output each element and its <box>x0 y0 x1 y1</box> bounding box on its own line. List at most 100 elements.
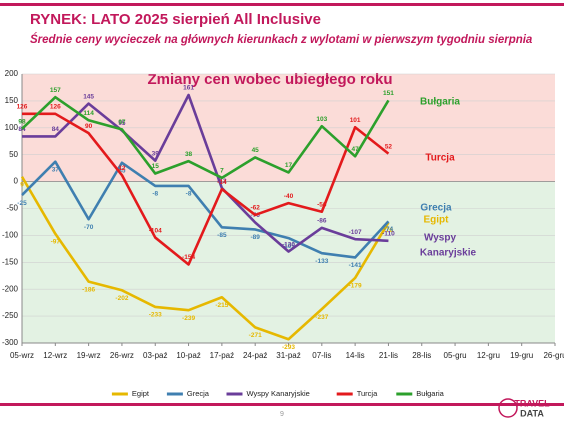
series-label: Turcja <box>425 153 455 164</box>
data-label: -86 <box>317 218 327 225</box>
series-line <box>21 95 390 180</box>
data-label: -8 <box>152 191 158 198</box>
data-label: -271 <box>249 332 262 339</box>
bottom-bar <box>0 403 564 406</box>
data-label: -293 <box>282 344 295 351</box>
y-tick-label: 150 <box>5 96 19 105</box>
data-label: -233 <box>149 312 162 319</box>
data-label: -56 <box>317 201 327 208</box>
data-label: 45 <box>252 147 260 154</box>
x-tick-label: 05-gru <box>444 351 467 360</box>
data-label: -12 <box>217 178 227 185</box>
y-tick-label: -200 <box>2 284 19 293</box>
legend-label: Grecja <box>187 389 210 398</box>
data-label: -85 <box>217 232 227 239</box>
series-label: Wyspy <box>424 233 456 244</box>
series-label: Kanaryjskie <box>420 248 477 259</box>
data-label: -14 <box>217 179 227 186</box>
data-label: -105 <box>282 243 295 250</box>
data-label: -107 <box>349 229 362 236</box>
x-tick-label: 31-paź <box>276 351 300 360</box>
series-line <box>20 176 390 341</box>
series-label: Bułgaria <box>420 97 460 108</box>
top-bar <box>0 3 564 6</box>
data-label: 151 <box>383 90 394 97</box>
data-label: -239 <box>182 315 195 322</box>
data-label: 114 <box>83 110 94 117</box>
series-line <box>22 93 389 253</box>
data-label: 38 <box>185 151 193 158</box>
series-line <box>21 160 390 259</box>
data-label: 84 <box>18 126 26 133</box>
chart-title: RYNEK: LATO 2025 sierpień All Inclusive <box>30 11 321 28</box>
x-tick-label: 21-lis <box>379 351 398 360</box>
data-label: -74 <box>384 226 394 233</box>
x-tick-label: 05-wrz <box>10 351 34 360</box>
x-tick-label: 10-paź <box>176 351 200 360</box>
y-tick-label: 0 <box>14 177 19 186</box>
legend-label: Egipt <box>132 389 150 398</box>
legend-label: Bułgaria <box>416 389 444 398</box>
x-tick-label: 03-paź <box>143 351 167 360</box>
data-label: 84 <box>52 126 60 133</box>
data-label: 7 <box>220 168 224 175</box>
data-label: -70 <box>84 224 94 231</box>
y-tick-label: -300 <box>2 338 19 347</box>
data-label: 126 <box>50 104 61 111</box>
y-tick-label: 200 <box>5 69 19 78</box>
series-line <box>22 112 390 266</box>
data-label: -62 <box>250 205 260 212</box>
annotation: Zmiany cen wobec ubiegłego roku <box>147 71 392 88</box>
page-number: 9 <box>280 411 284 418</box>
data-label: 98 <box>18 119 26 126</box>
data-label: 52 <box>385 143 393 150</box>
x-tick-label: 19-wrz <box>77 351 101 360</box>
data-label: 97 <box>118 119 126 126</box>
data-label: -133 <box>315 258 328 265</box>
x-tick-label: 12-gru <box>477 351 500 360</box>
data-label: 157 <box>50 87 61 94</box>
series-label: Egipt <box>424 215 450 226</box>
y-tick-label: -250 <box>2 311 19 320</box>
y-tick-label: -150 <box>2 257 19 266</box>
data-label: -89 <box>250 234 260 241</box>
y-tick-label: 100 <box>5 123 19 132</box>
data-label: -104 <box>149 227 162 234</box>
data-label: -76 <box>384 227 394 234</box>
y-tick-label: -100 <box>2 231 19 240</box>
data-label: 90 <box>85 123 93 130</box>
data-label: -40 <box>284 193 294 200</box>
x-tick-label: 24-paź <box>243 351 267 360</box>
chart-subtitle: Średnie ceny wycieczek na głównych kieru… <box>30 33 533 46</box>
logo-text: DATA <box>520 408 544 418</box>
data-label: 15 <box>152 163 160 170</box>
y-tick-label: 50 <box>9 150 18 159</box>
data-label: -130 <box>282 241 295 248</box>
legend-label: Turcja <box>357 389 378 398</box>
y-tick-label: -50 <box>6 204 18 213</box>
data-label: 101 <box>350 117 361 124</box>
data-label: -186 <box>82 286 95 293</box>
data-label: -110 <box>382 230 395 237</box>
data-label: 95 <box>118 120 126 127</box>
data-label: -237 <box>315 314 328 321</box>
data-label: 145 <box>83 93 94 100</box>
data-label: 9 <box>20 181 24 188</box>
x-tick-label: 26-gru <box>543 351 564 360</box>
data-label: 39 <box>152 150 160 157</box>
data-label: 17 <box>285 162 293 169</box>
data-label: 126 <box>17 104 28 111</box>
data-label: 12 <box>118 165 126 172</box>
data-label: -97 <box>51 239 61 246</box>
logo-text: TRAVEL <box>514 398 550 408</box>
data-label: -215 <box>215 302 228 309</box>
data-label: 37 <box>52 166 60 173</box>
x-tick-label: 07-lis <box>312 351 331 360</box>
series-label: Grecja <box>420 203 452 214</box>
data-label: -25 <box>17 200 27 207</box>
x-tick-label: 26-wrz <box>110 351 134 360</box>
data-label: 103 <box>316 116 327 123</box>
x-tick-label: 12-wrz <box>43 351 67 360</box>
data-label: -154 <box>182 254 195 261</box>
